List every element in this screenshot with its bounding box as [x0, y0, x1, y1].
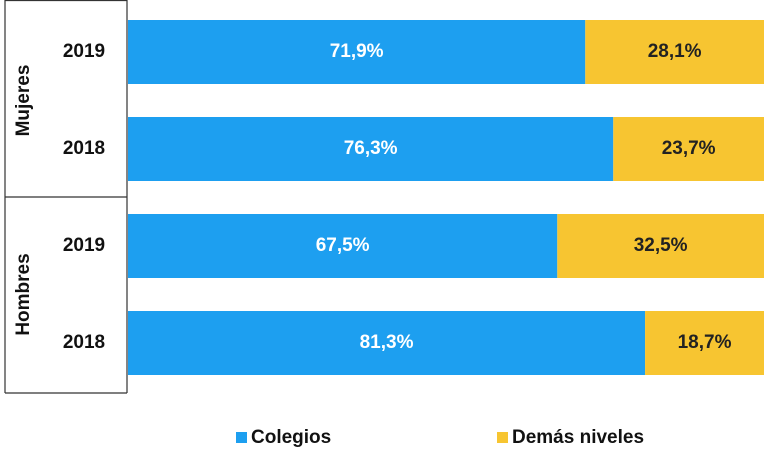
bar-segment [585, 20, 764, 84]
frame [4, 0, 128, 394]
legend-swatch [497, 432, 508, 443]
legend-label: Demás niveles [512, 427, 644, 448]
bar-segment [128, 311, 646, 375]
group-label: Mujeres [13, 65, 34, 137]
value-label: 71,9% [330, 41, 384, 62]
group-label: Hombres [13, 253, 34, 335]
value-label: 76,3% [344, 138, 398, 159]
category-label: 2019 [63, 41, 105, 62]
value-label: 23,7% [662, 138, 716, 159]
legend-swatch [236, 432, 247, 443]
category-label: 2018 [63, 138, 105, 159]
value-label: 18,7% [678, 332, 732, 353]
bar-segment [557, 214, 764, 278]
value-label: 67,5% [316, 235, 370, 256]
bar-segment [128, 214, 558, 278]
bar-segment [128, 117, 614, 181]
value-label: 81,3% [360, 332, 414, 353]
bar-segment [128, 20, 586, 84]
legend-label: Colegios [251, 427, 331, 448]
bar-segment [613, 117, 764, 181]
category-label: 2019 [63, 235, 105, 256]
value-label: 32,5% [634, 235, 688, 256]
value-label: 28,1% [648, 41, 702, 62]
category-label: 2018 [63, 332, 105, 353]
bar-segment [645, 311, 764, 375]
